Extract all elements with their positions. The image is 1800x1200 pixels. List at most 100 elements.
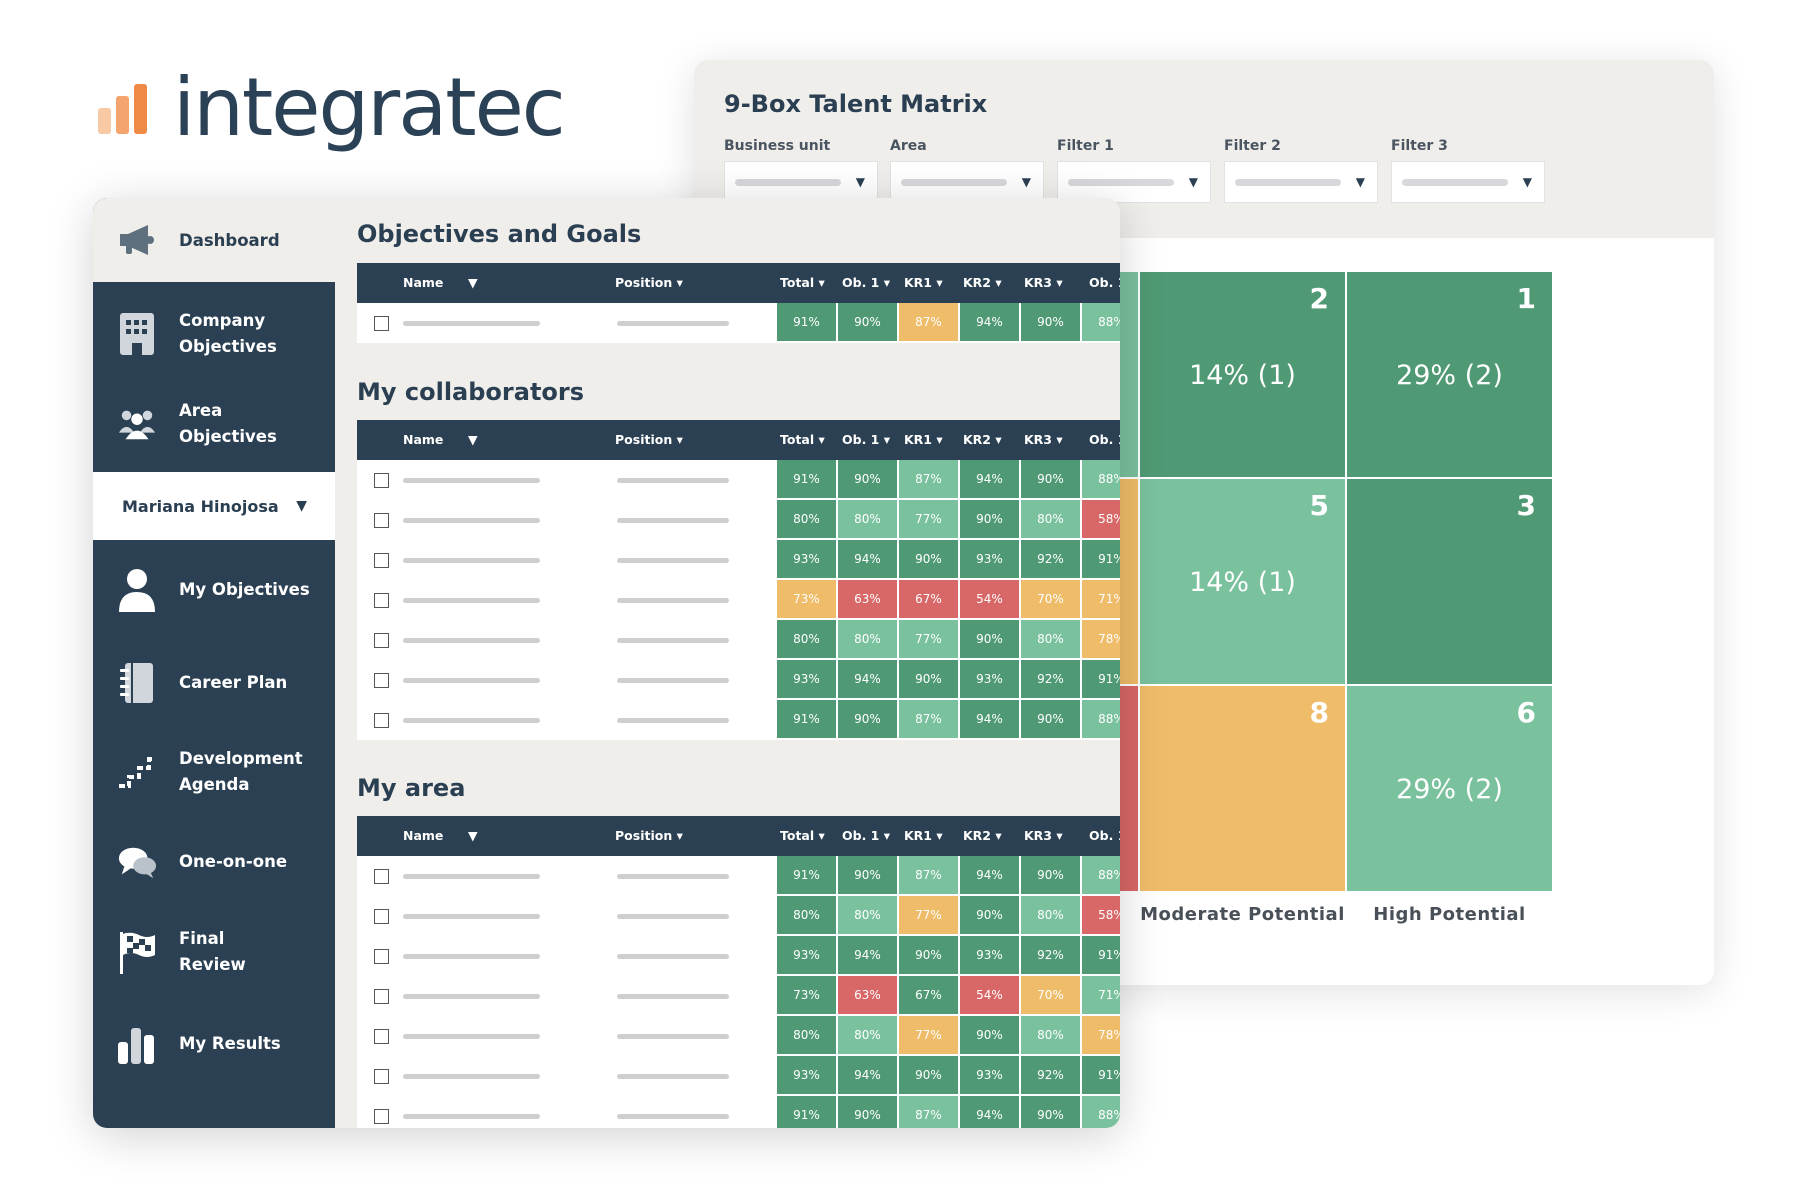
table-row[interactable]: 93%94%90%93%92%91%	[357, 1056, 1120, 1096]
column-header-metric[interactable]: KR1 ▾	[904, 828, 943, 843]
filter-select[interactable]: ▼	[1224, 161, 1378, 203]
table-row[interactable]: 80%80%77%90%80%58%	[357, 896, 1120, 936]
score-cell: 54%	[960, 976, 1021, 1016]
filter-select[interactable]: ▼	[890, 161, 1044, 203]
column-header-metric[interactable]: KR2 ▾	[963, 432, 1002, 447]
row-checkbox[interactable]	[374, 1069, 389, 1084]
score-cell: 80%	[1021, 1016, 1082, 1056]
matrix-cell-number: 3	[1516, 489, 1536, 522]
score-cell: 88%	[1082, 460, 1120, 500]
position-placeholder	[617, 598, 729, 603]
column-header-position[interactable]: Position ▾	[615, 432, 683, 447]
column-header-name[interactable]: Name	[403, 432, 444, 447]
row-checkbox[interactable]	[374, 1109, 389, 1124]
row-checkbox[interactable]	[374, 673, 389, 688]
column-header-metric[interactable]: Total ▾	[780, 828, 825, 843]
score-cell: 80%	[838, 1016, 899, 1056]
score-cell: 90%	[838, 1096, 899, 1128]
sidebar-item-final-review[interactable]: Final Review	[93, 922, 335, 982]
row-checkbox[interactable]	[374, 633, 389, 648]
matrix-cell[interactable]: 8	[1140, 686, 1345, 891]
column-header-metric[interactable]: Ob. 1	[1089, 432, 1120, 447]
sidebar-label: Area Objectives	[179, 401, 277, 446]
column-header-metric[interactable]: KR2 ▾	[963, 275, 1002, 290]
column-header-metric[interactable]: Ob. 1 ▾	[842, 828, 890, 843]
column-header-metric[interactable]: Ob. 1	[1089, 275, 1120, 290]
chevron-down-icon[interactable]: ▼	[468, 828, 478, 843]
name-placeholder	[403, 914, 540, 919]
matrix-cell[interactable]: 1 29% (2)	[1347, 272, 1552, 477]
filter-dropdown[interactable]: Filter 2 ▼	[1224, 138, 1378, 203]
bar-chart-icon	[117, 1024, 157, 1064]
sidebar-item-development-agenda[interactable]: Development Agenda	[93, 742, 335, 802]
column-header-metric[interactable]: KR2 ▾	[963, 828, 1002, 843]
chevron-down-icon[interactable]: ▼	[468, 275, 478, 290]
column-header-metric[interactable]: Ob. 1	[1089, 828, 1120, 843]
filter-dropdown[interactable]: Filter 3 ▼	[1391, 138, 1545, 203]
column-header-metric[interactable]: Ob. 1 ▾	[842, 275, 890, 290]
row-checkbox[interactable]	[374, 316, 389, 331]
table-row[interactable]: 91%90%87%94%90%88%	[357, 1096, 1120, 1128]
table-row[interactable]: 80%80%77%90%80%58%	[357, 500, 1120, 540]
sidebar-item-one-on-one[interactable]: One-on-one	[93, 832, 335, 892]
row-checkbox[interactable]	[374, 713, 389, 728]
column-header-metric[interactable]: KR1 ▾	[904, 275, 943, 290]
column-header-metric[interactable]: KR3 ▾	[1024, 275, 1063, 290]
filter-select[interactable]: ▼	[724, 161, 878, 203]
sidebar-item-my-objectives[interactable]: My Objectives	[93, 560, 335, 620]
table-row[interactable]: 91%90%87%94%90%88%	[357, 856, 1120, 896]
column-header-name[interactable]: Name	[403, 275, 444, 290]
row-checkbox[interactable]	[374, 513, 389, 528]
row-checkbox[interactable]	[374, 949, 389, 964]
column-header-metric[interactable]: Total ▾	[780, 275, 825, 290]
score-cell: 80%	[777, 500, 838, 540]
column-header-metric[interactable]: Total ▾	[780, 432, 825, 447]
table-row[interactable]: 93%94%90%93%92%91%	[357, 936, 1120, 976]
column-header-metric[interactable]: KR3 ▾	[1024, 828, 1063, 843]
row-checkbox[interactable]	[374, 869, 389, 884]
column-header-name[interactable]: Name	[403, 828, 444, 843]
table-row[interactable]: 91%90%87%94%90%88%	[357, 303, 1120, 343]
sidebar-label: Development Agenda	[179, 749, 303, 794]
matrix-cell[interactable]: 2 14% (1)	[1140, 272, 1345, 477]
sidebar-item-dashboard[interactable]: Dashboard	[93, 198, 335, 282]
column-header-metric[interactable]: Ob. 1 ▾	[842, 432, 890, 447]
score-cell: 93%	[777, 660, 838, 700]
chevron-down-icon[interactable]: ▼	[468, 432, 478, 447]
sidebar-item-company-objectives[interactable]: Company Objectives	[93, 304, 335, 364]
matrix-cell[interactable]: 6 29% (2)	[1347, 686, 1552, 891]
section-title-area: My area	[357, 774, 466, 802]
column-header-metric[interactable]: KR1 ▾	[904, 432, 943, 447]
column-header-position[interactable]: Position ▾	[615, 275, 683, 290]
matrix-cell[interactable]: 3	[1347, 479, 1552, 684]
sidebar-item-my-results[interactable]: My Results	[93, 1014, 335, 1074]
table-row[interactable]: 93%94%90%93%92%91%	[357, 660, 1120, 700]
row-checkbox[interactable]	[374, 1029, 389, 1044]
row-checkbox[interactable]	[374, 909, 389, 924]
table-row[interactable]: 73%63%67%54%70%71%	[357, 580, 1120, 620]
row-checkbox[interactable]	[374, 593, 389, 608]
filter-dropdown[interactable]: Filter 1 ▼	[1057, 138, 1211, 203]
table-row[interactable]: 73%63%67%54%70%71%	[357, 976, 1120, 1016]
score-cell: 77%	[899, 500, 960, 540]
table-row[interactable]: 80%80%77%90%80%78%	[357, 1016, 1120, 1056]
table-row[interactable]: 91%90%87%94%90%88%	[357, 700, 1120, 740]
sidebar-item-career-plan[interactable]: Career Plan	[93, 653, 335, 713]
table-row[interactable]: 80%80%77%90%80%78%	[357, 620, 1120, 660]
row-checkbox[interactable]	[374, 473, 389, 488]
position-placeholder	[617, 1114, 729, 1119]
table-row[interactable]: 91%90%87%94%90%88%	[357, 460, 1120, 500]
column-header-position[interactable]: Position ▾	[615, 828, 683, 843]
matrix-cell[interactable]: 5 14% (1)	[1140, 479, 1345, 684]
row-checkbox[interactable]	[374, 989, 389, 1004]
sidebar-item-area-objectives[interactable]: Area Objectives	[93, 394, 335, 454]
filter-select[interactable]: ▼	[1391, 161, 1545, 203]
filter-dropdown[interactable]: Area ▼	[890, 138, 1044, 203]
column-header-metric[interactable]: KR3 ▾	[1024, 432, 1063, 447]
filter-select[interactable]: ▼	[1057, 161, 1211, 203]
user-selector[interactable]: Mariana Hinojosa ▼	[93, 472, 335, 540]
row-checkbox[interactable]	[374, 553, 389, 568]
table-row[interactable]: 93%94%90%93%92%91%	[357, 540, 1120, 580]
filter-dropdown[interactable]: Business unit ▼	[724, 138, 878, 203]
table-header: Name ▼ Position ▾ Total ▾ Ob. 1 ▾ KR1 ▾ KR2 ▾ K…	[357, 816, 1120, 856]
